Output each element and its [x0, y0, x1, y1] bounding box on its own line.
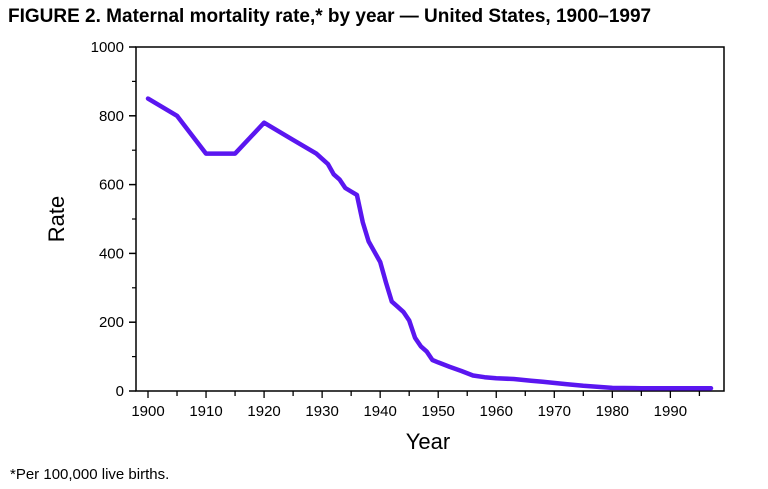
x-tick-label: 1910 [189, 403, 222, 420]
x-tick-label: 1940 [363, 403, 396, 420]
y-axis-label: Rate [44, 196, 69, 242]
x-axis: 1900 1910 1920 1930 1940 1950 1960 1970 1980 1990 [131, 391, 701, 420]
plot-frame [135, 46, 725, 392]
y-tick-label: 200 [99, 314, 124, 331]
y-axis: 0 200 400 600 800 1000 [91, 39, 136, 400]
footnote: *Per 100,000 live births. [10, 466, 170, 483]
x-tick-label: 1920 [247, 403, 280, 420]
y-tick-label: 800 [99, 108, 124, 125]
x-tick-label: 1960 [480, 403, 513, 420]
x-tick-label: 1970 [538, 403, 571, 420]
x-tick-label: 1900 [131, 403, 164, 420]
y-tick-label: 1000 [91, 39, 124, 56]
y-tick-label: 0 [116, 383, 124, 400]
series-line [145, 96, 714, 391]
figure-title: FIGURE 2. Maternal mortality rate,* by y… [8, 6, 652, 27]
x-tick-label: 1980 [596, 403, 629, 420]
x-tick-label: 1990 [654, 403, 687, 420]
x-axis-label: Year [406, 429, 450, 454]
y-tick-label: 400 [99, 245, 124, 262]
y-tick-label: 600 [99, 177, 124, 194]
x-tick-label: 1930 [305, 403, 338, 420]
x-tick-label: 1950 [422, 403, 455, 420]
